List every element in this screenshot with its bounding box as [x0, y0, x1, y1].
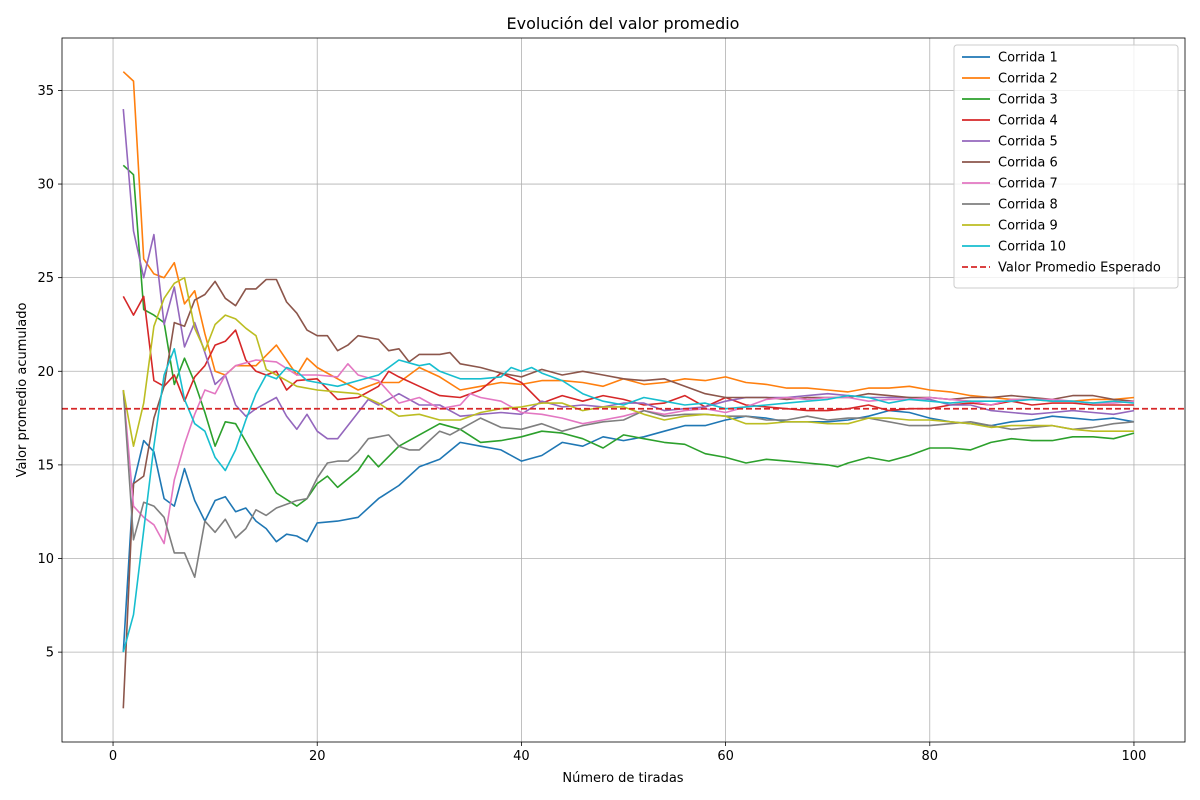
series-line-corrida-8: [122, 389, 1135, 579]
y-tick-label: 10: [37, 552, 54, 567]
legend-label: Corrida 8: [998, 198, 1058, 213]
x-tick-label: 80: [921, 749, 938, 764]
x-tick-label: 0: [109, 749, 117, 764]
series-line-corrida-5: [122, 109, 1135, 440]
series-line-corrida-1: [122, 409, 1135, 653]
legend-label: Corrida 10: [998, 240, 1066, 255]
plot-frame: [61, 37, 1186, 743]
chart-title: Evolución del valor promedio: [507, 14, 740, 33]
series-line-corrida-4: [122, 295, 1134, 412]
y-tick-label: 30: [37, 178, 54, 193]
legend: Corrida 1 Corrida 2 Corrida 3 Corrida 4 Corr…: [953, 44, 1179, 289]
legend-label: Corrida 7: [998, 177, 1058, 192]
axis-ticks: 0 20 40 60 80 100 5 10 15 20 25 30 35: [37, 84, 1146, 764]
legend-label: Corrida 1: [998, 51, 1058, 66]
x-tick-label: 20: [309, 749, 326, 764]
series-line-corrida-6: [122, 278, 1135, 709]
x-tick-label: 100: [1122, 749, 1147, 764]
legend-label: Corrida 5: [998, 135, 1058, 150]
legend-label: Corrida 3: [998, 93, 1058, 108]
y-tick-label: 25: [37, 271, 54, 286]
legend-label: Valor Promedio Esperado: [998, 261, 1161, 276]
legend-label: Corrida 6: [998, 156, 1058, 171]
series-line-corrida-9: [122, 276, 1134, 448]
y-tick-label: 5: [46, 646, 54, 661]
series-line-corrida-3: [122, 164, 1135, 507]
y-axis-label: Valor promedio acumulado: [15, 303, 30, 478]
legend-box: [953, 44, 1179, 289]
legend-label: Corrida 4: [998, 114, 1058, 129]
x-tick-label: 60: [717, 749, 734, 764]
y-tick-label: 15: [37, 458, 54, 473]
legend-label: Corrida 9: [998, 219, 1058, 234]
legend-label: Corrida 2: [998, 72, 1058, 87]
series-layer: [62, 71, 1185, 709]
series-line-corrida-10: [122, 347, 1135, 653]
series-line-corrida-7: [122, 359, 1135, 545]
x-axis-label: Número de tiradas: [562, 771, 683, 786]
x-tick-label: 40: [513, 749, 530, 764]
y-tick-label: 35: [37, 84, 54, 99]
y-tick-label: 20: [37, 365, 54, 380]
